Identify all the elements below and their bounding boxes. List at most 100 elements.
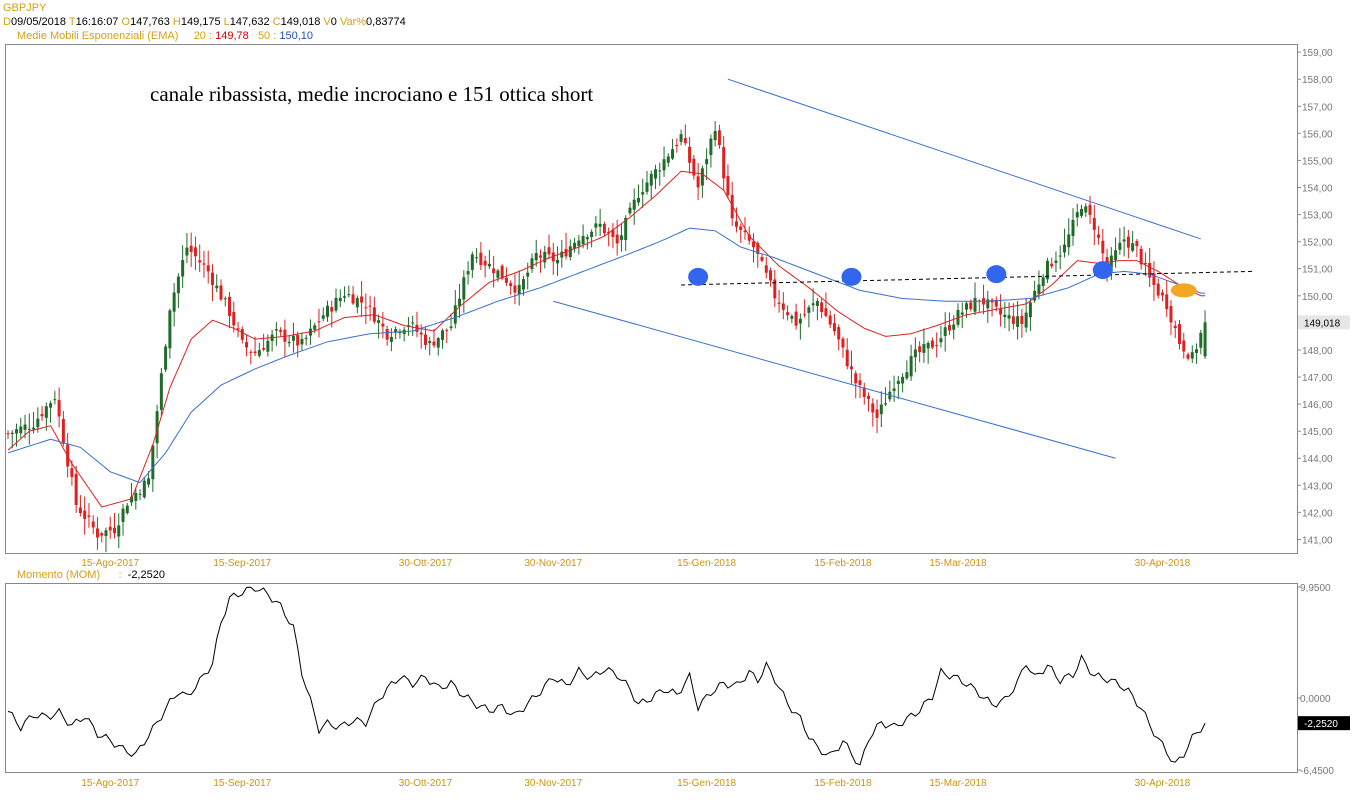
candle-body[interactable]	[492, 268, 496, 274]
candle-body[interactable]	[662, 159, 666, 171]
candle-body[interactable]	[266, 340, 270, 352]
candle-body[interactable]	[1122, 239, 1126, 242]
candle-body[interactable]	[764, 265, 768, 273]
candle-body[interactable]	[1178, 324, 1181, 345]
candle-body[interactable]	[896, 380, 900, 385]
candle-body[interactable]	[483, 260, 487, 266]
candle-body[interactable]	[636, 197, 640, 203]
candle-body[interactable]	[245, 342, 249, 348]
candle-body[interactable]	[253, 351, 257, 354]
candle-body[interactable]	[913, 349, 917, 358]
candle-body[interactable]	[930, 340, 934, 348]
candle-body[interactable]	[807, 307, 811, 313]
candle-body[interactable]	[1024, 312, 1028, 328]
candle-body[interactable]	[683, 138, 687, 144]
candle-body[interactable]	[441, 330, 445, 340]
candle-body[interactable]	[428, 341, 432, 344]
candle-body[interactable]	[628, 207, 632, 214]
candle-body[interactable]	[296, 334, 300, 346]
candle-body[interactable]	[360, 296, 364, 303]
candle-body[interactable]	[1199, 332, 1203, 348]
candle-body[interactable]	[32, 427, 36, 430]
candle-body[interactable]	[526, 272, 530, 277]
candle-body[interactable]	[496, 270, 500, 278]
candle-body[interactable]	[219, 285, 223, 300]
candle-body[interactable]	[815, 300, 819, 306]
candle-body[interactable]	[61, 418, 65, 444]
candle-body[interactable]	[1075, 212, 1079, 218]
candle-body[interactable]	[113, 527, 116, 534]
candle-body[interactable]	[1071, 219, 1075, 237]
candle-body[interactable]	[304, 337, 308, 339]
candle-body[interactable]	[743, 230, 747, 233]
candle-body[interactable]	[334, 297, 338, 311]
candle-body[interactable]	[517, 284, 521, 295]
candle-body[interactable]	[1003, 314, 1007, 318]
candle-body[interactable]	[666, 156, 670, 163]
candle-body[interactable]	[351, 294, 355, 304]
candle-body[interactable]	[1101, 240, 1105, 254]
candle-body[interactable]	[283, 329, 287, 342]
candle-body[interactable]	[1050, 263, 1054, 267]
candle-body[interactable]	[1041, 277, 1045, 287]
candle-body[interactable]	[330, 307, 334, 312]
candle-body[interactable]	[458, 298, 462, 307]
candle-body[interactable]	[905, 372, 909, 379]
candle-body[interactable]	[100, 533, 104, 536]
candle-body[interactable]	[40, 414, 44, 417]
candle-body[interactable]	[1045, 260, 1049, 280]
candle-body[interactable]	[952, 324, 956, 330]
candle-body[interactable]	[1037, 284, 1041, 294]
candle-body[interactable]	[436, 338, 440, 348]
candle-body[interactable]	[769, 270, 773, 281]
candle-body[interactable]	[573, 242, 577, 249]
candle-body[interactable]	[500, 265, 504, 279]
candle-body[interactable]	[1058, 255, 1062, 257]
candle-body[interactable]	[130, 496, 134, 503]
candle-body[interactable]	[27, 428, 31, 430]
candle-body[interactable]	[355, 298, 359, 308]
candle-body[interactable]	[543, 251, 547, 263]
candle-body[interactable]	[602, 223, 606, 234]
candle-body[interactable]	[185, 247, 189, 256]
candle-body[interactable]	[965, 303, 968, 310]
candle-body[interactable]	[462, 277, 466, 300]
candle-body[interactable]	[986, 299, 990, 309]
candle-body[interactable]	[513, 285, 517, 293]
candle-body[interactable]	[994, 299, 998, 307]
candle-body[interactable]	[871, 403, 875, 413]
candle-body[interactable]	[475, 257, 479, 259]
candle-body[interactable]	[176, 276, 180, 294]
candle-body[interactable]	[969, 302, 973, 310]
candle-body[interactable]	[181, 259, 185, 277]
candle-body[interactable]	[189, 245, 193, 252]
candle-body[interactable]	[57, 400, 61, 417]
candle-body[interactable]	[521, 279, 525, 290]
candle-body[interactable]	[121, 508, 125, 522]
candle-body[interactable]	[922, 343, 926, 353]
candle-body[interactable]	[654, 169, 658, 179]
candle-body[interactable]	[867, 395, 871, 399]
candle-body[interactable]	[1011, 316, 1015, 325]
candle-body[interactable]	[193, 247, 197, 257]
candle-body[interactable]	[83, 510, 87, 519]
candle-body[interactable]	[15, 429, 19, 434]
candle-body[interactable]	[198, 260, 202, 263]
candle-body[interactable]	[820, 302, 824, 313]
candle-body[interactable]	[943, 327, 947, 336]
candle-body[interactable]	[6, 433, 10, 435]
candle-body[interactable]	[389, 336, 393, 342]
candle-body[interactable]	[509, 283, 513, 287]
candle-body[interactable]	[155, 411, 159, 444]
candle-body[interactable]	[1062, 244, 1066, 253]
candle-body[interactable]	[78, 507, 82, 514]
candle-body[interactable]	[824, 308, 828, 316]
candle-body[interactable]	[1173, 325, 1177, 329]
candle-body[interactable]	[1148, 263, 1152, 278]
candle-body[interactable]	[747, 234, 751, 241]
candle-body[interactable]	[10, 432, 14, 434]
candle-body[interactable]	[828, 315, 832, 325]
candle-body[interactable]	[223, 298, 227, 300]
candle-body[interactable]	[159, 373, 163, 410]
candle-body[interactable]	[700, 168, 704, 186]
